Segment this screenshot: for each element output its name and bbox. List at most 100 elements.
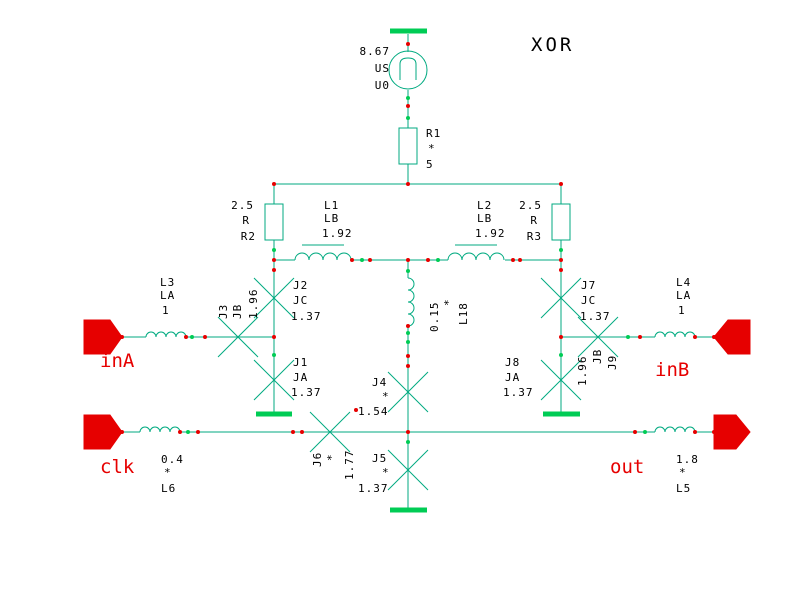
l18-star: * [442, 298, 455, 306]
junction-j4 [387, 371, 429, 413]
pin-dot [406, 331, 410, 335]
resistor-r2 [264, 203, 284, 241]
r2-type: R [242, 214, 250, 227]
l6-value: 0.4 [161, 453, 184, 466]
node-dot [368, 258, 372, 262]
node-dot [354, 408, 358, 412]
pin-dot [360, 258, 364, 262]
l4-name: L4 [676, 276, 691, 289]
node-dot [272, 182, 276, 186]
node-dot [638, 335, 642, 339]
pin-dot [406, 340, 410, 344]
l5-star: * [679, 466, 687, 479]
r1-value: * [428, 142, 436, 155]
junction-j7 [540, 277, 582, 319]
j9-value: 1.96 [576, 356, 589, 387]
j7-type: JC [581, 294, 596, 307]
node-dots [120, 42, 716, 434]
port-out-label: out [610, 456, 644, 478]
l4-value: 1 [678, 304, 686, 317]
source-symbol [399, 57, 417, 80]
r2-name: R2 [241, 230, 256, 243]
l2-type: LB [477, 212, 492, 225]
resistors [264, 127, 571, 241]
port-clk-symbol[interactable] [83, 414, 123, 450]
l2-value: 1.92 [475, 227, 506, 240]
j8-type: JA [505, 371, 520, 384]
pin-dot [272, 248, 276, 252]
pin-dot [406, 116, 410, 120]
junction-j1 [253, 359, 295, 401]
l1-type: LB [324, 212, 339, 225]
node-dot [518, 258, 522, 262]
l1-value: 1.92 [322, 227, 353, 240]
j9-type: JB [591, 349, 604, 364]
j7-name: J7 [581, 279, 596, 292]
port-clk-label: clk [100, 456, 135, 478]
l18-value: 0.15 [428, 302, 441, 333]
r2-value: 2.5 [231, 199, 254, 212]
r3-value: 2.5 [519, 199, 542, 212]
j6-value: 1.77 [343, 450, 356, 481]
j2-value: 1.37 [291, 310, 322, 323]
inductor-l1 [294, 252, 352, 261]
port-inb-symbol[interactable] [713, 319, 751, 355]
inductor-l6 [139, 426, 181, 433]
node-dot [406, 324, 410, 328]
pin-dot [626, 335, 630, 339]
inductor-l18 [407, 277, 415, 327]
inductor-l4 [654, 331, 696, 338]
inductors [139, 244, 696, 433]
port-inb-label: inB [655, 359, 689, 381]
junction-j5 [387, 449, 429, 491]
node-dot [203, 335, 207, 339]
port-ina-symbol[interactable] [83, 319, 123, 355]
j4-type: * [382, 390, 390, 403]
j4-value: 1.54 [358, 405, 389, 418]
grounds [256, 28, 580, 513]
node-dot [178, 430, 182, 434]
source-circle [388, 50, 428, 90]
node-dot [426, 258, 430, 262]
j8-value: 1.37 [503, 386, 534, 399]
l3-type: LA [160, 289, 175, 302]
l6-star: * [164, 466, 172, 479]
node-dot [272, 335, 276, 339]
r3-name: R3 [527, 230, 542, 243]
port-ina-label: inA [100, 350, 135, 372]
pin-dots [186, 96, 647, 444]
node-dot [272, 258, 276, 262]
j9-name: J9 [606, 355, 619, 370]
l5-name: L5 [676, 482, 691, 495]
node-dot [559, 268, 563, 272]
pin-dot [406, 96, 410, 100]
node-dot [559, 258, 563, 262]
pin-dot [190, 335, 194, 339]
node-dot [559, 335, 563, 339]
node-dot [184, 335, 188, 339]
pin-dot [406, 269, 410, 273]
j2-name: J2 [293, 279, 308, 292]
node-dot [406, 354, 410, 358]
source-value: 8.67 [360, 45, 391, 58]
node-dot [196, 430, 200, 434]
node-dot [406, 430, 410, 434]
pin-dot [643, 430, 647, 434]
node-dot [300, 430, 304, 434]
l2-name: L2 [477, 199, 492, 212]
pin-dot [436, 258, 440, 262]
pin-dot [559, 248, 563, 252]
node-dot [693, 335, 697, 339]
j3-name: J3 [217, 304, 230, 319]
j7-value: 1.37 [580, 310, 611, 323]
inductor-l2 [447, 252, 505, 261]
j2-type: JC [293, 294, 308, 307]
r3-type: R [530, 214, 538, 227]
pin-dot [272, 353, 276, 357]
node-dot [406, 364, 410, 368]
port-out-symbol[interactable] [713, 414, 751, 450]
node-dot [406, 42, 410, 46]
node-dot [406, 104, 410, 108]
l1-name: L1 [324, 199, 339, 212]
j5-type: * [382, 466, 390, 479]
